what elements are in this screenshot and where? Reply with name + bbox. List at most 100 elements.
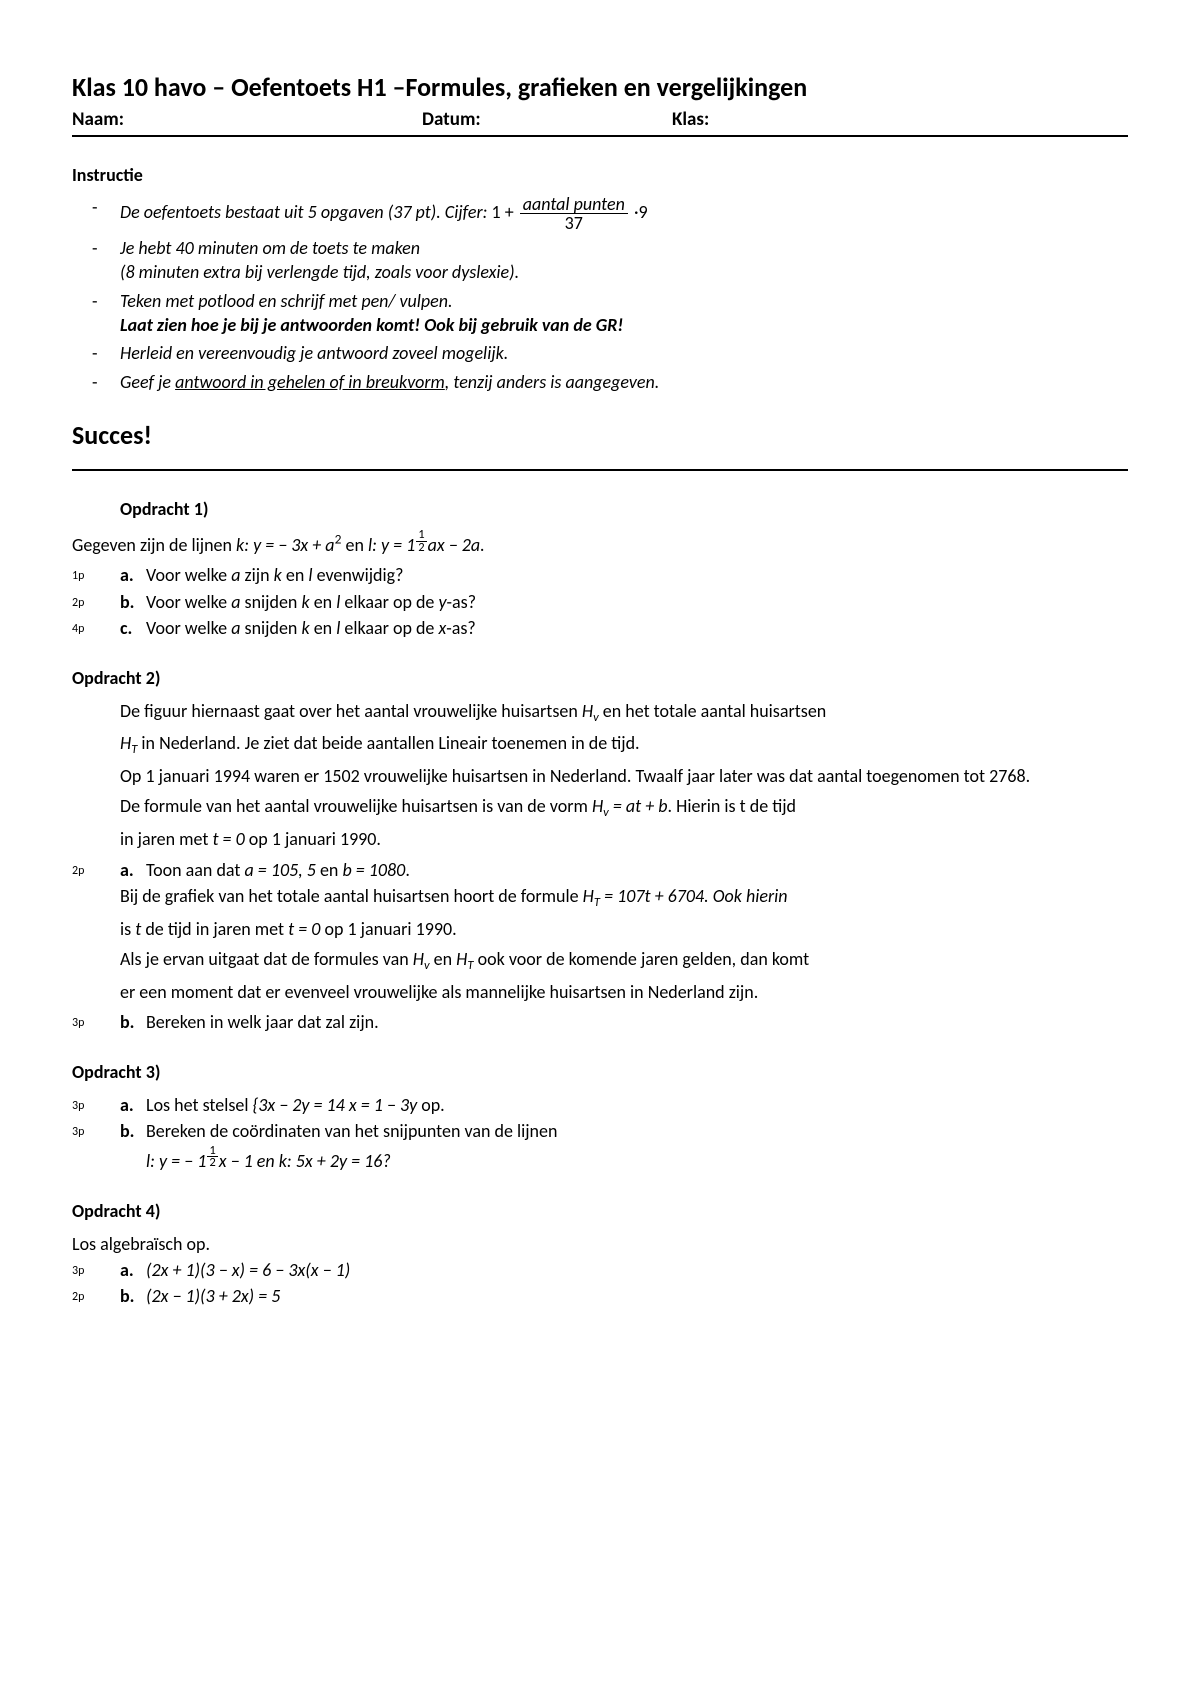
o3-b2: l: y = − 112x − 1 en k: 5x + 2y = 16?	[146, 1145, 1128, 1173]
o3-a-letter: a.	[120, 1093, 146, 1117]
o4-intro: Los algebraïsch op.	[72, 1232, 1128, 1256]
instr-5-pre: Geef je	[120, 371, 175, 393]
o1-given-l-pre: l: y = 1	[368, 534, 415, 556]
succes: Succes!	[72, 418, 1128, 453]
label-naam: Naam:	[72, 107, 422, 133]
o2-p1a: De figuur hiernaast gaat over het aantal…	[120, 700, 582, 722]
o2-p3: Op 1 januari 1994 waren er 1502 vrouweli…	[120, 764, 1128, 788]
o2-p6c: ook voor de komende jaren gelden, dan ko…	[474, 948, 810, 970]
o2-a-letter: a.	[120, 858, 146, 882]
o2-a-text: Toon aan dat a = 105, 5 en b = 1080.	[146, 858, 1128, 882]
o1-a: 1p a. Voor welke a zijn k en l evenwijdi…	[72, 563, 1128, 587]
o2-p4: De formule van het aantal vrouwelijke hu…	[120, 794, 1128, 821]
o2-p4d: . Hierin is t de tijd	[668, 795, 796, 817]
o2-p4b: H	[592, 795, 603, 817]
divider	[72, 469, 1128, 471]
o3-b-pts: 3p	[72, 1119, 120, 1140]
instr-1: De oefentoets bestaat uit 5 opgaven (37 …	[120, 195, 1128, 232]
o2-b-letter: b.	[120, 1010, 146, 1034]
instr-1-den: 37	[520, 214, 628, 232]
o2-b-pts: 3p	[72, 1010, 120, 1031]
o1-given-l-post: ax − 2a.	[428, 534, 485, 556]
o1-c-letter: c.	[120, 616, 146, 640]
instr-5: Geef je antwoord in gehelen of in breukv…	[120, 370, 1128, 394]
o1-b-letter: b.	[120, 590, 146, 614]
o2-p6b: en	[430, 948, 457, 970]
page-title: Klas 10 havo – Oefentoets H1 –Formules, …	[72, 70, 1128, 105]
o3-b-letter: b.	[120, 1119, 146, 1143]
instr-4: Herleid en vereenvoudig je antwoord zove…	[120, 341, 1128, 365]
o1-c: 4p c. Voor welke a snijden k en l elkaar…	[72, 616, 1128, 640]
o2-a-pts: 2p	[72, 858, 120, 879]
o2-p2: HT in Nederland. Je ziet dat beide aanta…	[120, 731, 1128, 758]
o4-b-text: (2x − 1)(3 + 2x) = 5	[146, 1284, 1128, 1308]
o2-p6d: er een moment dat er evenveel vrouwelijk…	[120, 980, 1128, 1004]
instr-3b: Laat zien hoe je bij je antwoorden komt!…	[120, 314, 623, 336]
instr-2: Je hebt 40 minuten om de toets te maken …	[120, 236, 1128, 285]
label-datum: Datum:	[422, 107, 672, 133]
label-klas: Klas:	[672, 107, 1128, 133]
o2-p5b: = 107t + 6704. Ook hierin	[600, 885, 788, 907]
instr-1-frac: aantal punten 37	[520, 195, 628, 232]
instr-3a: Teken met potlood en schrijf met pen/ vu…	[120, 290, 453, 312]
instr-2a: Je hebt 40 minuten om de toets te maken	[120, 237, 420, 259]
o2-p6: Als je ervan uitgaat dat de formules van…	[120, 947, 1128, 974]
o2-a: 2p a. Toon aan dat a = 105, 5 en b = 108…	[72, 858, 1128, 882]
o2-b: 3p b. Bereken in welk jaar dat zal zijn.	[72, 1010, 1128, 1034]
o4-a-pts: 3p	[72, 1258, 120, 1279]
o4-b: 2p b. (2x − 1)(3 + 2x) = 5	[72, 1284, 1128, 1308]
instr-2b: (8 minuten extra bij verlengde tijd, zoa…	[120, 261, 519, 283]
o3-b2-pre: l: y = − 1	[146, 1150, 206, 1172]
o4-b-letter: b.	[120, 1284, 146, 1308]
o4-a-text: (2x + 1)(3 − x) = 6 − 3x(x − 1)	[146, 1258, 1128, 1282]
o1-b: 2p b. Voor welke a snijden k en l elkaar…	[72, 590, 1128, 614]
opdracht-1-given: Gegeven zijn de lijnen k: y = − 3x + a2 …	[72, 529, 1128, 557]
instr-1-post: ·9	[634, 201, 648, 223]
opdracht-4-title: Opdracht 4)	[72, 1199, 1128, 1223]
o2-p4e: in jaren met t = 0 op 1 januari 1990.	[120, 827, 1128, 851]
o1-c-pts: 4p	[72, 616, 120, 637]
o3-a-text: Los het stelsel {3x − 2y = 14 x = 1 − 3y…	[146, 1093, 1128, 1117]
o4-a-letter: a.	[120, 1258, 146, 1282]
o3-b-text: Bereken de coördinaten van het snijpunte…	[146, 1119, 1128, 1143]
o3-a: 3p a. Los het stelsel {3x − 2y = 14 x = …	[72, 1093, 1128, 1117]
o1-given-pre: Gegeven zijn de lijnen	[72, 534, 236, 556]
o1-b-pts: 2p	[72, 590, 120, 611]
o1-given-k: k: y = − 3x + a	[236, 534, 335, 556]
o2-p1: De figuur hiernaast gaat over het aantal…	[120, 699, 1128, 726]
o2-p4c: = at + b	[609, 795, 668, 817]
o2-p1b: en het totale aantal huisartsen	[603, 700, 826, 722]
instr-1-one: 1 +	[492, 201, 518, 223]
instr-5-post: , tenzij anders is aangegeven.	[445, 371, 659, 393]
instructie-title: Instructie	[72, 163, 1128, 187]
opdracht-1-title: Opdracht 1)	[120, 497, 1128, 521]
header-row: Naam: Datum: Klas:	[72, 107, 1128, 137]
o2-p6a: Als je ervan uitgaat dat de formules van	[120, 948, 413, 970]
instr-3: Teken met potlood en schrijf met pen/ vu…	[120, 289, 1128, 338]
o4-a: 3p a. (2x + 1)(3 − x) = 6 − 3x(x − 1)	[72, 1258, 1128, 1282]
o1-half: 12	[416, 529, 426, 553]
o2-p5a: Bij de grafiek van het totale aantal hui…	[120, 885, 583, 907]
o2-p4a: De formule van het aantal vrouwelijke hu…	[120, 795, 592, 817]
o1-a-pts: 1p	[72, 563, 120, 584]
instr-5-u: antwoord in gehelen of in breukvorm	[175, 371, 445, 393]
opdracht-2-title: Opdracht 2)	[72, 666, 1128, 690]
opdracht-3-title: Opdracht 3)	[72, 1060, 1128, 1084]
o3-a-pts: 3p	[72, 1093, 120, 1114]
o2-b-text: Bereken in welk jaar dat zal zijn.	[146, 1010, 1128, 1034]
o3-half: 12	[207, 1145, 217, 1169]
o1-c-text: Voor welke a snijden k en l elkaar op de…	[146, 616, 1128, 640]
o3-b2-mid: x − 1 en k: 5x + 2y = 16?	[219, 1150, 391, 1172]
o2-p5c: is t de tijd in jaren met t = 0 op 1 jan…	[120, 917, 1128, 941]
o3-b: 3p b. Bereken de coördinaten van het sni…	[72, 1119, 1128, 1143]
o2-p2t: in Nederland. Je ziet dat beide aantalle…	[137, 732, 639, 754]
o1-given-mid: en	[345, 534, 367, 556]
instructie-list: De oefentoets bestaat uit 5 opgaven (37 …	[72, 195, 1128, 394]
o1-a-sq: 2	[335, 531, 342, 548]
o1-a-letter: a.	[120, 563, 146, 587]
o2-p5: Bij de grafiek van het totale aantal hui…	[120, 884, 1128, 911]
o1-a-text: Voor welke a zijn k en l evenwijdig?	[146, 563, 1128, 587]
o1-b-text: Voor welke a snijden k en l elkaar op de…	[146, 590, 1128, 614]
instr-1-pre: De oefentoets bestaat uit 5 opgaven (37 …	[120, 201, 492, 223]
o4-b-pts: 2p	[72, 1284, 120, 1305]
